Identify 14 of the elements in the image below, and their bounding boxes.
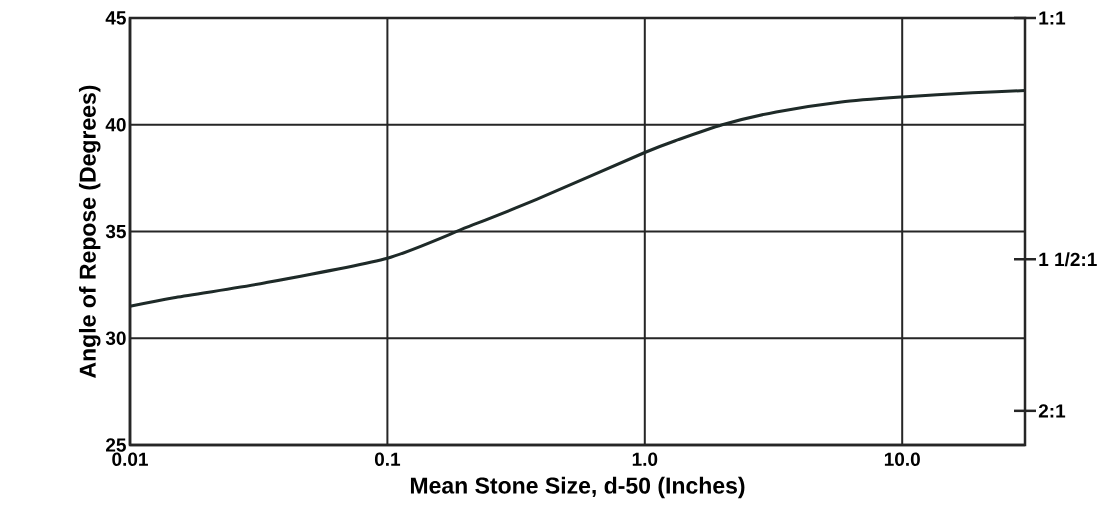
y-tick-label: 35 [105, 224, 126, 239]
y-axis-title: Angle of Repose (Degrees) [78, 85, 101, 378]
y-tick-label: 45 [105, 11, 126, 25]
x-axis-title: Mean Stone Size, d-50 (Inches) [410, 476, 745, 499]
y-tick-label: 30 [105, 331, 126, 345]
text: 2:1 [1038, 404, 1066, 418]
x-tick-label: 1.0 [632, 452, 658, 466]
text: 1 1/2:1 [1039, 252, 1097, 267]
x-tick-label: 0.01 [112, 452, 148, 466]
x-tick-label: 0.1 [374, 452, 401, 466]
y-tick-label: 40 [105, 118, 126, 132]
text: 1:1 [1039, 11, 1066, 25]
y-tick-label: 25 [106, 438, 126, 452]
x-tick-label: 10.0 [884, 452, 920, 466]
